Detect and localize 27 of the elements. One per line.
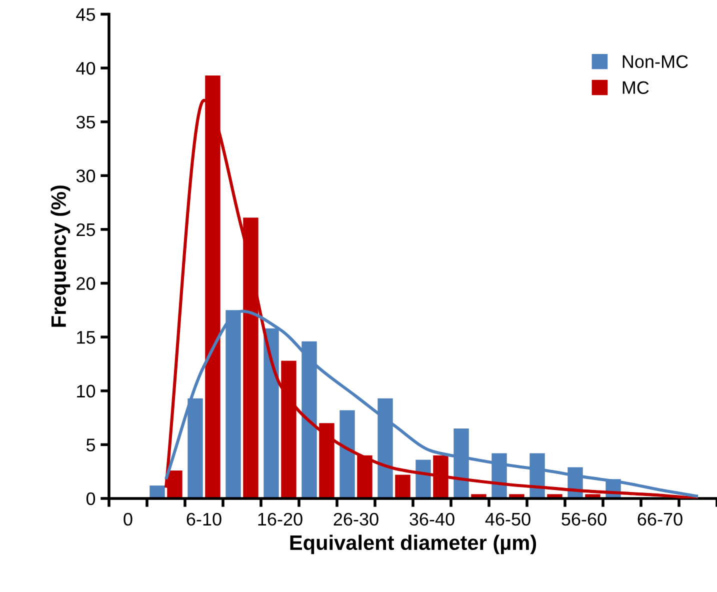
y-tick-label: 40 (76, 62, 96, 75)
x-tick-label: 26-30 (334, 512, 378, 526)
y-tick-label: 30 (76, 170, 96, 182)
x-tick-label: 56-60 (562, 512, 606, 526)
x-tick-label: 16-20 (258, 512, 302, 526)
x-tick-label: 36-40 (410, 512, 454, 526)
bar (416, 460, 431, 498)
legend-label: Non-MC (622, 55, 688, 68)
line-series (164, 310, 700, 498)
bar (150, 486, 165, 498)
y-tick-label: 45 (76, 8, 96, 21)
x-tick-label: 66-70 (638, 512, 682, 526)
legend-label: MC (622, 81, 649, 94)
x-tick-label: 46-50 (485, 512, 530, 526)
y-tick-label: 20 (76, 277, 96, 290)
y-tick-label: 15 (77, 331, 96, 344)
y-axis-title: Frequency (%) (50, 186, 70, 327)
y-tick-label: 5 (86, 438, 96, 452)
bar (340, 410, 355, 498)
y-tick-label: 10 (77, 384, 96, 398)
x-tick-label: 0 (124, 512, 132, 526)
x-tick-label: 6-10 (186, 512, 222, 526)
bar (395, 474, 410, 498)
x-axis-title: Equivalent diameter (µm) (290, 534, 536, 554)
y-tick-label: 35 (76, 116, 96, 129)
y-tick-label: 0 (86, 492, 96, 506)
y-tick-label: 25 (76, 223, 96, 236)
